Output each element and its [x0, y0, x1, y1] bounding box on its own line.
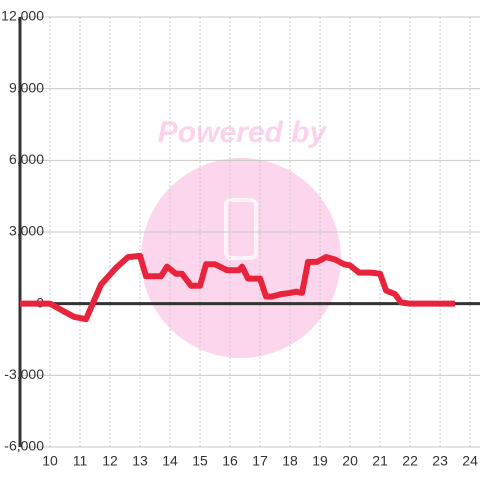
y-tick-label: 12,000 [1, 8, 44, 24]
x-tick-label: 17 [252, 453, 268, 469]
x-tick-label: 16 [222, 453, 238, 469]
x-tick-label: 14 [162, 453, 178, 469]
x-tick-label: 11 [73, 453, 88, 469]
x-tick-label: 15 [192, 453, 208, 469]
y-tick-label: -3,000 [4, 366, 44, 382]
x-tick-label: 24 [462, 453, 478, 469]
plot [20, 252, 456, 323]
y-tick-label: 3,000 [9, 223, 44, 239]
grid: -6,000-3,00003,0006,0009,00012,000101112… [1, 8, 480, 469]
x-tick-label: 13 [132, 453, 148, 469]
x-tick-label: 22 [402, 453, 418, 469]
x-tick-label: 12 [102, 453, 118, 469]
x-tick-label: 19 [312, 453, 328, 469]
data-line [20, 252, 456, 323]
x-tick-label: 21 [372, 453, 388, 469]
watermark-icon [224, 198, 258, 260]
x-tick-label: 18 [282, 453, 298, 469]
x-tick-label: 23 [432, 453, 448, 469]
x-tick-label: 10 [42, 453, 58, 469]
x-tick-label: 20 [342, 453, 358, 469]
watermark-text: Powered by [158, 116, 328, 149]
y-tick-label: 6,000 [9, 151, 44, 167]
y-tick-label: -6,000 [4, 438, 44, 454]
y-tick-label: 9,000 [9, 79, 44, 95]
